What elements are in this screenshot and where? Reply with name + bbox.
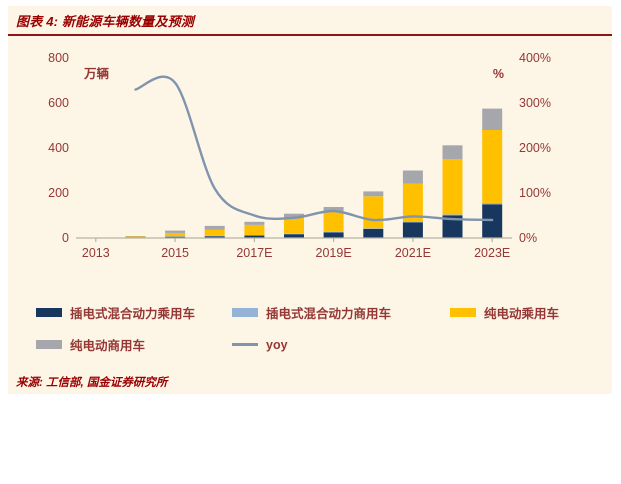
bar-segment <box>363 196 384 229</box>
left-axis-labels: 0 200 400 600 800 <box>48 51 69 245</box>
chart-legend: 插电式混合动力乘用车 插电式混合动力商用车 纯电动乘用车纯电动商用车 yoy <box>36 303 612 354</box>
axis-unit-labels: 万辆% <box>83 66 504 81</box>
chart-title: 图表 4: 新能源车辆数量及预测 <box>8 6 612 36</box>
svg-text:100%: 100% <box>519 186 551 200</box>
legend-label: 纯电动乘用车 <box>484 307 560 321</box>
legend-item: 插电式混合动力乘用车 <box>36 303 232 322</box>
bar-segment <box>165 236 186 238</box>
svg-text:2021E: 2021E <box>395 246 431 260</box>
bar-segment <box>165 230 186 233</box>
bar-segment <box>165 236 186 237</box>
bar-segment <box>442 145 463 160</box>
bar-segment <box>442 159 463 215</box>
legend-line-swatch <box>232 343 258 346</box>
bar-segment <box>125 237 146 238</box>
bar-segment <box>204 235 225 237</box>
legend-item: 纯电动乘用车 <box>450 303 612 322</box>
svg-text:600: 600 <box>48 96 69 110</box>
bar-segment <box>284 217 304 234</box>
legend-label: yoy <box>266 337 288 352</box>
bar-segment <box>125 236 146 238</box>
bar-segment <box>323 207 344 212</box>
svg-text:0%: 0% <box>519 231 537 245</box>
bar-segment <box>244 235 265 238</box>
svg-text:0: 0 <box>62 231 69 245</box>
bar-segment <box>402 183 423 222</box>
svg-text:400%: 400% <box>519 51 551 65</box>
bar-segment <box>482 130 503 203</box>
bar-segment <box>363 191 384 197</box>
legend-label: 插电式混合动力商用车 <box>266 307 392 321</box>
legend-color-swatch <box>450 308 476 317</box>
bar-segment <box>363 228 384 229</box>
bar-segment <box>442 215 463 238</box>
bar-segment <box>402 222 423 239</box>
svg-text:300%: 300% <box>519 96 551 110</box>
legend-color-swatch <box>36 340 62 349</box>
bar-segment <box>402 170 423 184</box>
bar-segment <box>204 236 225 238</box>
bar-segment <box>402 221 423 223</box>
bar-segment <box>363 229 384 238</box>
legend-item: 插电式混合动力商用车 <box>232 303 450 322</box>
yoy-line <box>134 75 494 222</box>
svg-text:%: % <box>493 67 504 81</box>
bar-segment <box>284 234 304 238</box>
bar-segment <box>284 213 304 218</box>
bar-segment <box>323 211 344 232</box>
bar-segment <box>204 225 225 230</box>
bar-segment <box>244 235 265 236</box>
bar-segment <box>482 204 503 239</box>
bar-segment <box>442 214 463 216</box>
x-axis-labels: 2013 2015 2017E 2019E 2021E 2023E <box>82 246 510 260</box>
legend-item: 纯电动商用车 <box>36 335 232 354</box>
legend-color-swatch <box>36 308 62 317</box>
bar-segment <box>323 232 344 238</box>
chart-area: 0 200 400 600 800 0% 100% 200% 300% 400% 万辆% 2013 20… <box>20 42 612 287</box>
bar-segment <box>204 229 225 236</box>
bar-segment <box>165 232 186 237</box>
svg-text:万辆: 万辆 <box>83 66 110 81</box>
bar-segment <box>125 236 146 237</box>
bar-segment <box>323 231 344 233</box>
legend-label: 插电式混合动力乘用车 <box>70 307 196 321</box>
legend-item: yoy <box>232 335 450 354</box>
legend-label: 纯电动商用车 <box>70 339 146 353</box>
x-axis-ticks <box>95 238 493 242</box>
bar-segment <box>244 225 265 236</box>
svg-text:200: 200 <box>48 186 69 200</box>
svg-text:800: 800 <box>48 51 69 65</box>
svg-text:2019E: 2019E <box>316 246 352 260</box>
svg-text:400: 400 <box>48 141 69 155</box>
bar-segment <box>482 108 503 130</box>
svg-text:2013: 2013 <box>82 246 110 260</box>
right-axis-labels: 0% 100% 200% 300% 400% <box>519 51 551 245</box>
bar-segment <box>244 221 265 225</box>
bar-segment <box>482 202 503 205</box>
chart-panel: 图表 4: 新能源车辆数量及预测 0 200 400 600 800 0% 100% 200%… <box>8 6 612 394</box>
svg-text:2017E: 2017E <box>236 246 272 260</box>
svg-text:2023E: 2023E <box>474 246 510 260</box>
svg-text:200%: 200% <box>519 141 551 155</box>
legend-color-swatch <box>232 308 258 317</box>
svg-text:2015: 2015 <box>161 246 189 260</box>
source-note: 来源: 工信部, 国金证券研究所 <box>16 377 168 389</box>
bar-segment <box>284 233 304 235</box>
